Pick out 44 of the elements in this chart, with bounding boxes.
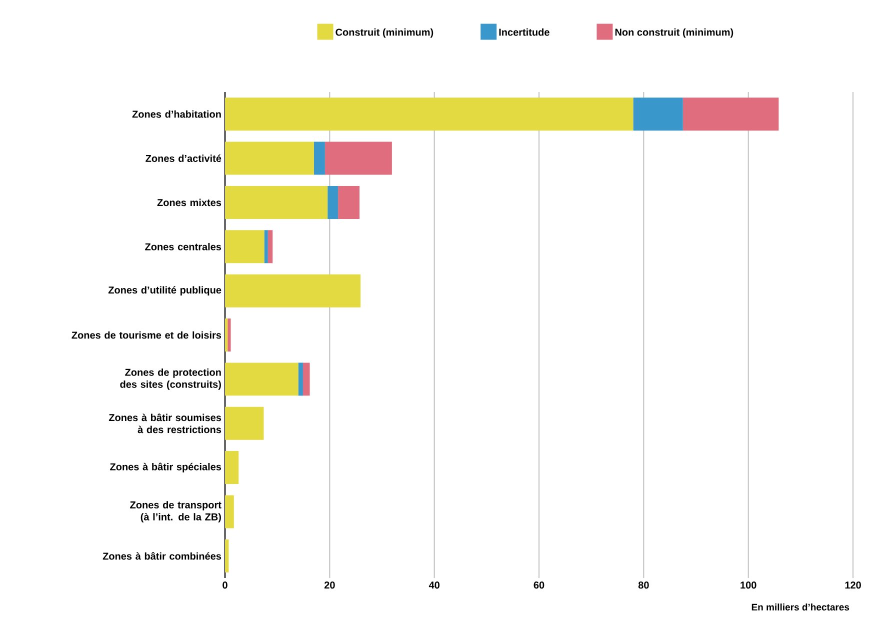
bar — [302, 362, 310, 396]
x-tick-label: 0 — [222, 582, 228, 589]
bar — [328, 186, 338, 219]
bar — [225, 539, 229, 572]
bar — [338, 186, 360, 219]
y-tick-label: Zones d’utilité publique — [108, 286, 222, 296]
bar — [225, 186, 328, 219]
bar — [268, 230, 273, 264]
y-tick-label: Zones de transport (à l’int. de la ZB) — [130, 501, 222, 522]
y-tick-label: Zones à bâtir spéciales — [110, 462, 222, 472]
bar — [298, 362, 303, 396]
bar — [225, 495, 234, 528]
x-tick-label: 20 — [324, 582, 335, 589]
y-tick-label: Zones centrales — [145, 242, 222, 250]
y-tick-label: Zones à bâtir combinées — [102, 552, 222, 560]
legend-label: Incertitude — [499, 28, 550, 36]
x-tick-label: 100 — [740, 582, 756, 589]
x-tick-label: 40 — [428, 582, 440, 589]
legend-label: Construit (minimum) — [336, 28, 434, 38]
y-tick-label: Zones de tourisme et de loisirs — [72, 331, 222, 339]
bar — [228, 318, 231, 352]
bar — [633, 98, 683, 131]
y-tick-label: Zones de protection des sites (construits) — [120, 368, 221, 390]
x-tick-label: 80 — [638, 582, 649, 589]
bar — [225, 318, 228, 352]
bar — [225, 274, 361, 308]
bar — [264, 230, 268, 264]
legend-label: Non construit (minimum) — [615, 28, 734, 38]
x-tick-label: 60 — [534, 582, 544, 589]
x-tick-label: 120 — [845, 582, 861, 589]
bar — [225, 362, 298, 396]
y-tick-label: Zones mixtes — [157, 198, 222, 206]
x-axis-title: En milliers d’hectares — [752, 604, 850, 611]
bar — [225, 451, 239, 484]
bar — [225, 406, 264, 440]
bar — [324, 142, 392, 175]
bar — [225, 142, 314, 175]
bar — [225, 230, 264, 264]
bar — [314, 142, 325, 175]
y-tick-label: Zones d’activité — [146, 154, 222, 162]
y-tick-label: Zones à bâtir soumises à des restrictions — [108, 414, 222, 434]
y-tick-label: Zones d’habitation — [132, 110, 221, 118]
bar — [225, 98, 634, 131]
bar — [682, 98, 779, 131]
